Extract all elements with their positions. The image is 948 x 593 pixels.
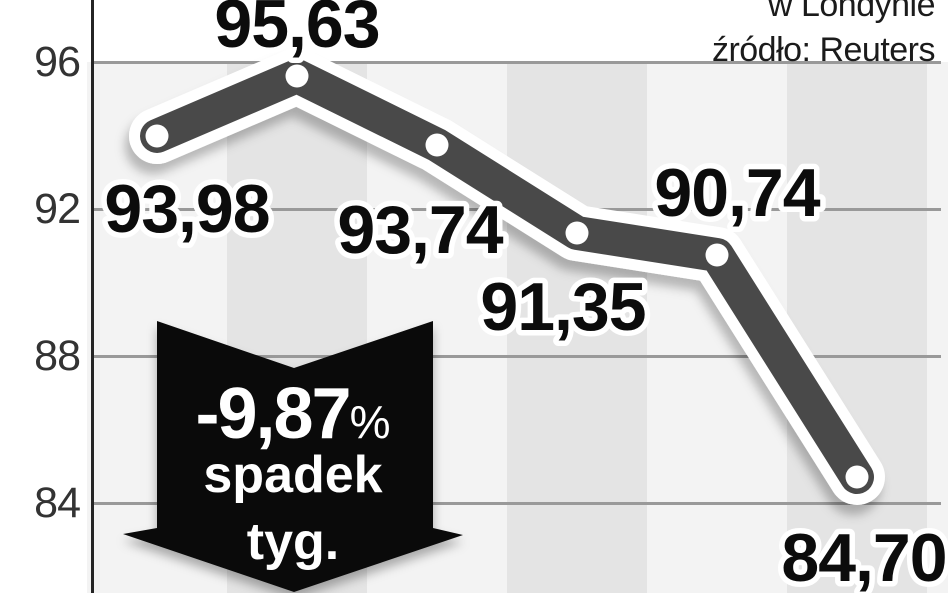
data-point-label: 90,74: [654, 155, 820, 231]
price-line: [140, 59, 874, 494]
data-point-label: 95,63: [214, 0, 379, 62]
data-point-dot: [845, 465, 869, 489]
data-point-label: 93,98: [104, 171, 269, 247]
y-tick-label: 92: [34, 185, 81, 233]
gridline: [93, 61, 941, 64]
data-point-dots: [145, 64, 869, 489]
y-tick-label: 96: [34, 38, 81, 86]
data-point-dot: [145, 124, 169, 148]
weekly-change-word: spadek: [203, 446, 383, 504]
data-point-label: 84,70: [781, 520, 946, 593]
price-line-group: [129, 48, 885, 505]
header-source: źródło: Reuters: [711, 31, 936, 69]
data-point-dot: [285, 64, 309, 88]
data-point-dot: [425, 133, 449, 157]
down-arrow-shape: [123, 321, 463, 592]
weekly-change-period: tyg.: [246, 513, 340, 571]
header-location: w Londynie: [767, 0, 936, 24]
change-number: -9,87: [195, 374, 351, 454]
data-point-label: 93,74: [337, 192, 503, 268]
gridline: [93, 502, 941, 505]
chart-header: w Londynie źródło: Reuters: [711, 0, 936, 73]
gridline: [93, 355, 941, 358]
percent-sign: %: [349, 396, 391, 448]
y-tick-label: 84: [34, 479, 81, 527]
background-stripe: [927, 62, 948, 593]
y-tick-label: 88: [34, 332, 81, 380]
weekly-change-value: -9,87%: [195, 378, 390, 458]
y-axis-line: [91, 0, 94, 593]
data-point-dot: [705, 243, 729, 267]
data-point-label: 91,35: [480, 269, 645, 345]
data-point-dot: [565, 221, 589, 245]
